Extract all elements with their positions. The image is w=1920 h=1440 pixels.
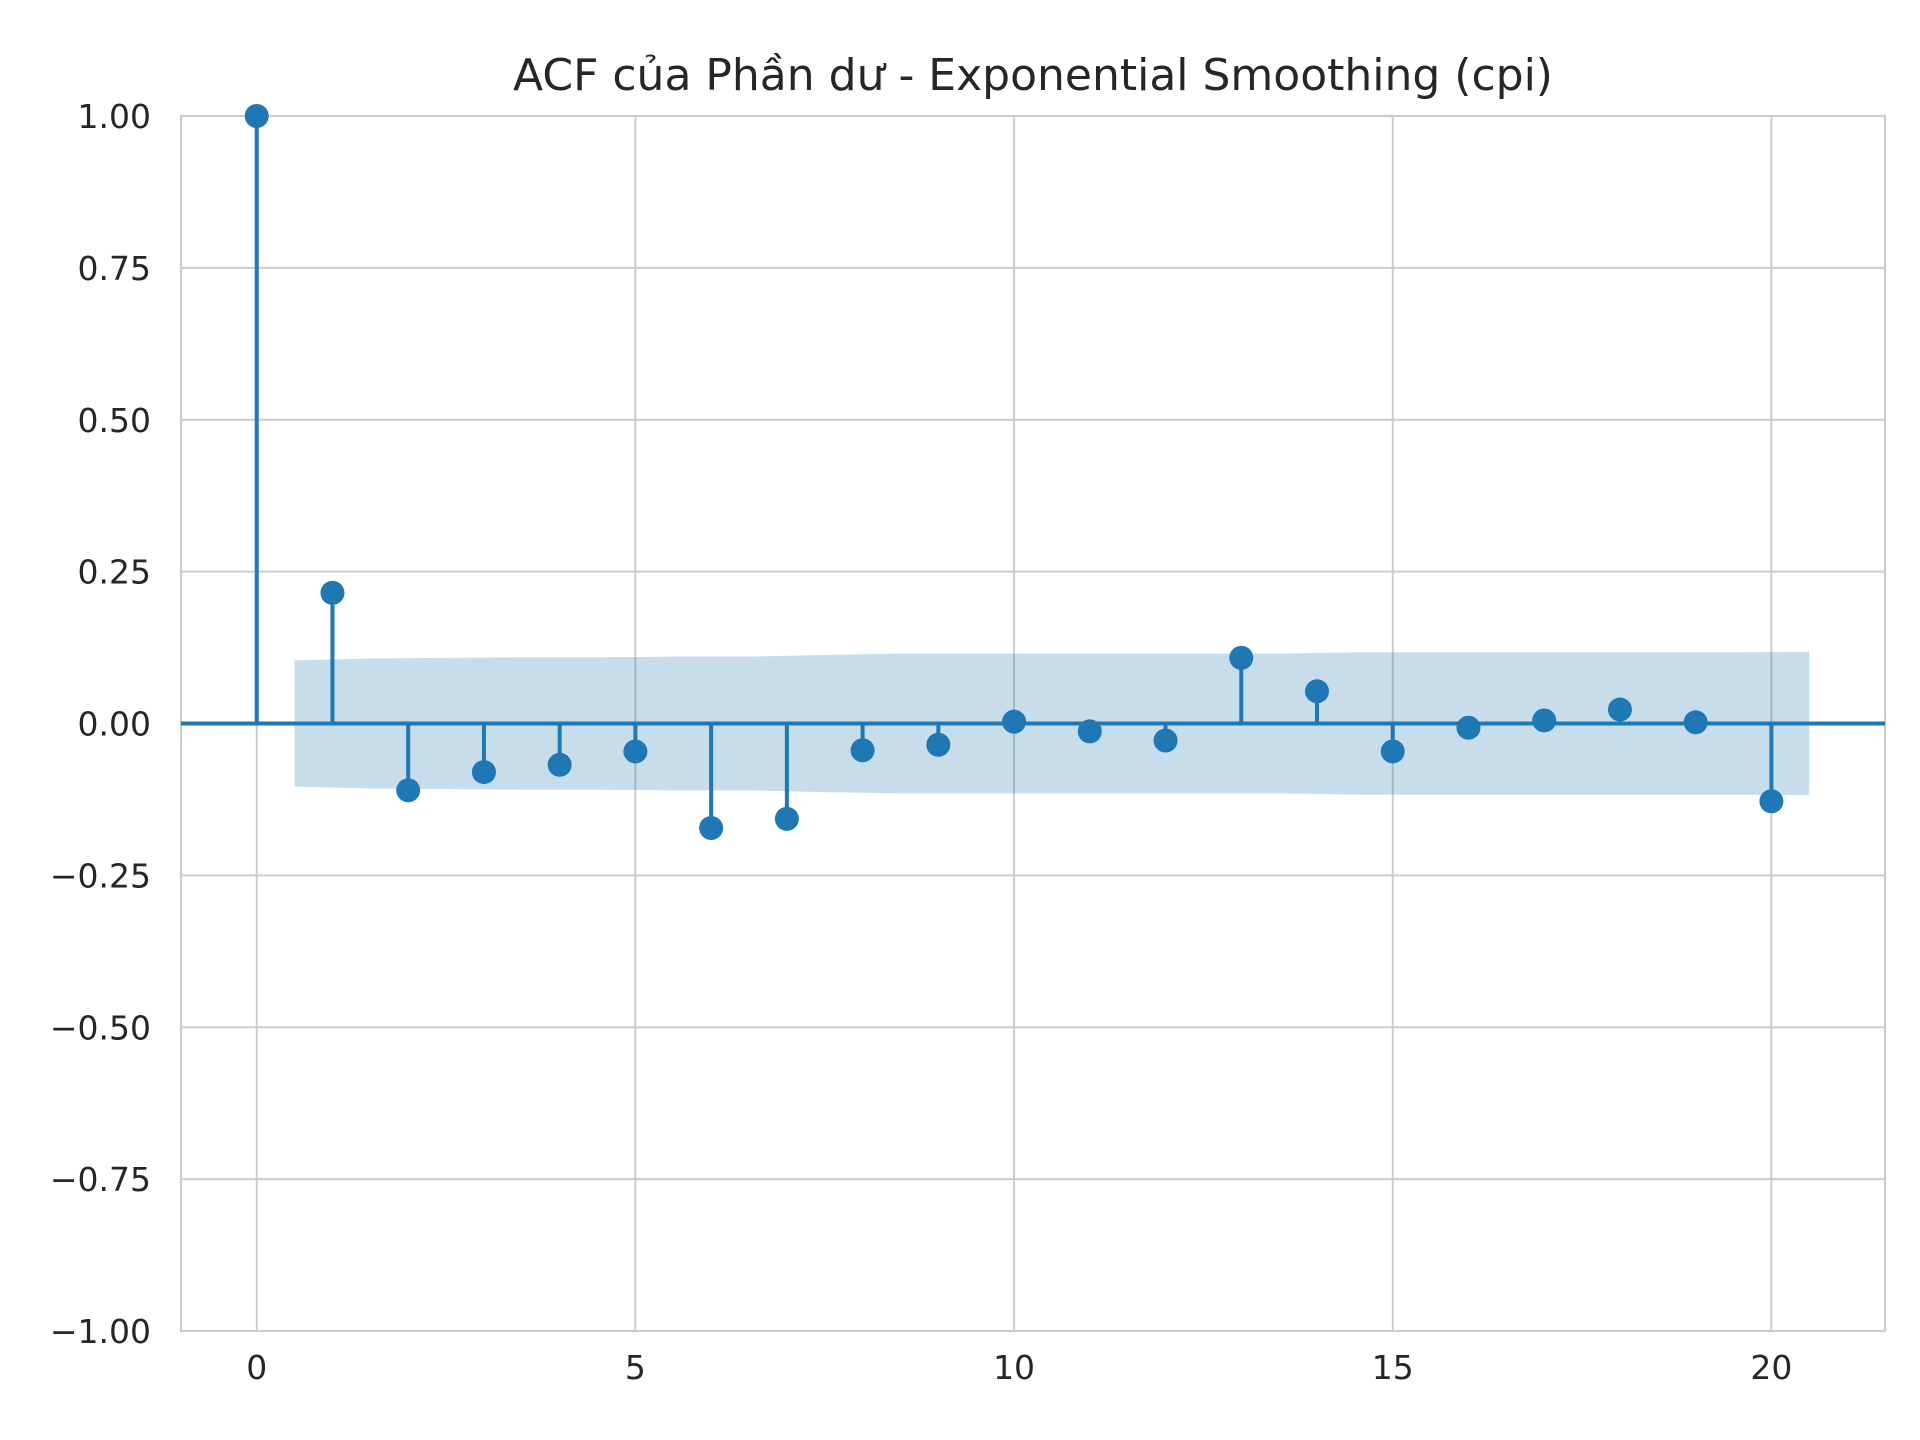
stem-marker-20 <box>1759 789 1784 814</box>
stem-marker-14 <box>1305 679 1329 704</box>
stem-marker-7 <box>774 806 799 831</box>
x-tick-label: 15 <box>1372 1348 1414 1387</box>
y-tick-label: −0.75 <box>50 1160 151 1199</box>
y-tick-label: 0.75 <box>78 249 151 288</box>
stem-marker-13 <box>1229 645 1254 670</box>
y-tick-label: 0.25 <box>78 553 151 592</box>
y-tick-label: −1.00 <box>50 1312 151 1351</box>
stem-marker-16 <box>1456 715 1481 740</box>
stem-layer <box>181 104 1885 840</box>
x-tick-label: 5 <box>625 1348 646 1387</box>
stem-marker-12 <box>1153 728 1178 753</box>
y-tick-label: 0.50 <box>78 401 151 440</box>
stem-marker-9 <box>926 732 951 757</box>
x-tick-label: 20 <box>1750 1348 1792 1387</box>
stem-marker-18 <box>1607 697 1632 722</box>
stem-marker-8 <box>850 738 875 763</box>
stem-marker-17 <box>1532 708 1557 733</box>
stem-marker-15 <box>1380 739 1405 764</box>
stem-marker-2 <box>396 778 421 803</box>
stem-marker-0 <box>244 104 269 128</box>
stem-marker-1 <box>320 580 345 605</box>
tick-labels: 0 5 10 15 20 1.00 0.75 0.50 0.25 0.00 −0.25 −0.50 −0… <box>50 97 1793 1387</box>
stem-marker-19 <box>1683 710 1708 735</box>
x-tick-label: 10 <box>993 1348 1035 1387</box>
x-tick-label: 0 <box>246 1348 267 1387</box>
y-tick-label: −0.25 <box>50 856 151 895</box>
y-tick-label: 0.00 <box>78 705 151 744</box>
stem-marker-6 <box>699 815 724 840</box>
stem-marker-11 <box>1077 719 1102 744</box>
stem-marker-10 <box>1002 709 1027 734</box>
stem-marker-4 <box>547 752 572 777</box>
y-tick-label: −0.50 <box>50 1008 151 1047</box>
chart-title: ACF của Phần dư - Exponential Smoothing … <box>513 50 1553 101</box>
y-tick-label: 1.00 <box>78 97 151 136</box>
stem-marker-5 <box>623 739 648 764</box>
stem-marker-3 <box>471 760 496 785</box>
